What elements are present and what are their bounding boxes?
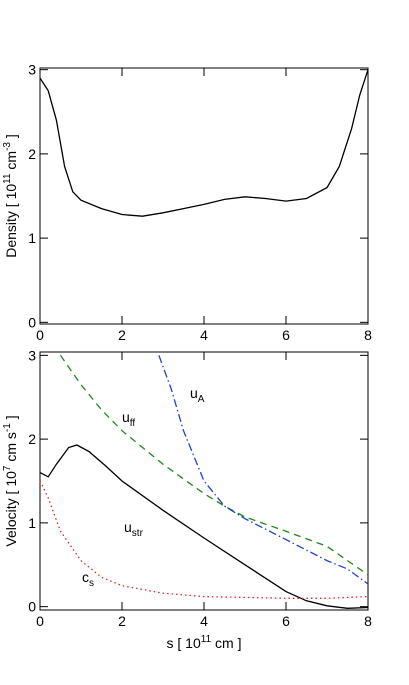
superscript: -3 — [2, 142, 13, 151]
label-part: cm ] — [211, 635, 241, 651]
superscript: 7 — [2, 465, 13, 471]
data-line — [158, 355, 369, 585]
label-part: u — [122, 409, 130, 425]
label-part: c — [82, 569, 89, 585]
subscript: A — [198, 394, 205, 405]
x-tick-label: 8 — [364, 613, 372, 629]
label-part: ] — [3, 415, 19, 423]
series-label: uA — [190, 385, 205, 405]
label-part: cm s — [3, 432, 19, 465]
subscript: s — [89, 578, 94, 589]
axis-label: s [ 1011 cm ] — [167, 634, 242, 651]
plot-frame — [39, 351, 369, 611]
data-line — [39, 444, 369, 609]
x-tick-label: 6 — [282, 613, 290, 629]
y-tick-label: 0 — [28, 314, 36, 330]
x-tick-label: 2 — [118, 327, 126, 343]
x-tick-label: 8 — [364, 327, 372, 343]
x-tick-label: 0 — [36, 613, 44, 629]
x-tick-label: 4 — [200, 327, 208, 343]
axis-label: Density [ 1011 cm-3 ] — [2, 134, 19, 258]
data-line — [39, 480, 369, 599]
label-part: Density [ 10 — [3, 184, 19, 258]
axis-label: Velocity [ 107 cm s-1 ] — [2, 415, 19, 546]
superscript: 11 — [201, 634, 212, 645]
subscript: str — [132, 528, 144, 539]
superscript: -1 — [2, 423, 13, 432]
label-part: ] — [3, 134, 19, 142]
x-tick-label: 2 — [118, 613, 126, 629]
x-tick-label: 0 — [36, 327, 44, 343]
y-tick-label: 1 — [28, 515, 36, 531]
subscript: ff — [130, 418, 136, 429]
y-tick-label: 1 — [28, 230, 36, 246]
y-tick-label: 2 — [28, 431, 36, 447]
label-part: u — [190, 385, 198, 401]
series-label: cs — [82, 569, 94, 589]
label-part: s [ 10 — [167, 635, 201, 651]
series-label: ustr — [124, 519, 144, 539]
y-tick-label: 0 — [28, 599, 36, 615]
label-part: cm — [3, 151, 19, 174]
label-part: Velocity [ 10 — [3, 471, 19, 547]
superscript: 11 — [2, 173, 13, 184]
series-label: uff — [122, 409, 135, 429]
label-part: u — [124, 519, 132, 535]
x-tick-label: 6 — [282, 327, 290, 343]
y-tick-label: 3 — [28, 347, 36, 363]
data-line — [39, 69, 369, 217]
y-tick-label: 3 — [28, 62, 36, 78]
x-tick-label: 4 — [200, 613, 208, 629]
plot-frame — [39, 67, 369, 325]
y-tick-label: 2 — [28, 146, 36, 162]
data-line — [59, 355, 369, 576]
